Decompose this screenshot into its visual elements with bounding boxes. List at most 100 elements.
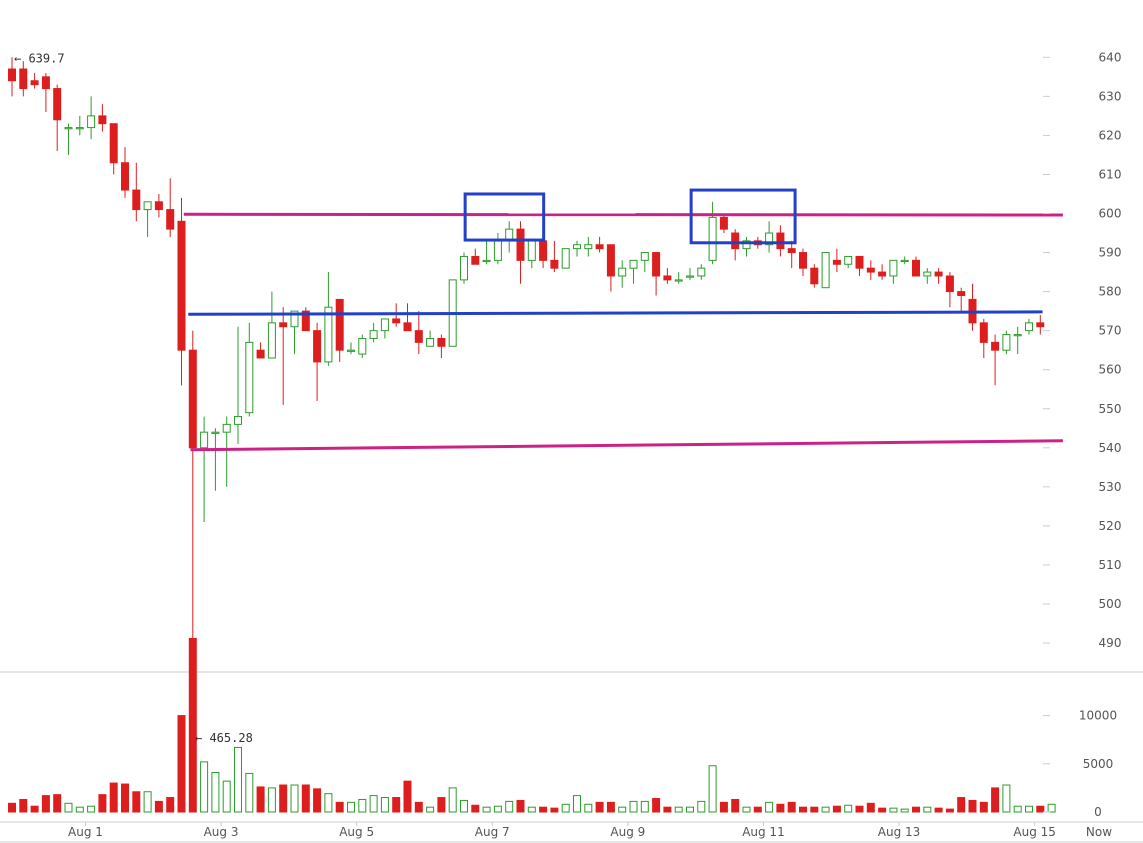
high-price-annotation: ← 639.7: [14, 51, 65, 65]
candle: [629, 259, 638, 284]
volume-bar: [527, 806, 536, 813]
price-tick-label: 520: [1099, 519, 1122, 533]
candle-body-down: [437, 337, 446, 347]
volume-bar: [75, 806, 84, 813]
candle-body-up: [708, 216, 717, 261]
candle: [584, 236, 593, 257]
candle: [53, 84, 62, 152]
price-tick-label: 600: [1099, 207, 1122, 221]
candle-body-up: [245, 341, 254, 414]
candle-body-down: [8, 68, 16, 82]
volume-bar: [606, 801, 615, 813]
volume-bar: [991, 787, 1000, 813]
candle: [482, 240, 491, 265]
candle-body-down: [787, 248, 796, 254]
volume-bars: [8, 637, 1056, 813]
candle: [335, 298, 344, 362]
volume-bar: [618, 806, 627, 813]
volume-bar: [437, 797, 446, 813]
volume-bar: [448, 787, 457, 813]
candle-body-down: [595, 244, 604, 250]
candle: [188, 330, 197, 753]
candle-body-down: [799, 252, 807, 269]
volume-bar: [324, 793, 333, 813]
volume-bar: [584, 803, 593, 813]
candle: [652, 252, 661, 296]
candle: [98, 104, 107, 132]
candle-body-up: [697, 267, 706, 277]
candle: [719, 213, 728, 234]
candle-body-up: [347, 349, 355, 352]
highlight-box: [463, 192, 546, 242]
price-tick-label: 560: [1099, 363, 1122, 377]
volume-bar: [460, 799, 468, 813]
candle-body-up: [584, 244, 593, 250]
volume-tick-label: 10000: [1079, 709, 1117, 723]
candle-body-down: [731, 232, 740, 250]
volume-bar: [573, 795, 581, 813]
candle: [234, 326, 242, 444]
volume-bar: [245, 772, 254, 813]
volume-bar: [177, 715, 186, 813]
candle: [460, 252, 468, 284]
candle-body-up: [686, 275, 694, 278]
candle: [301, 307, 310, 332]
volume-bar: [855, 805, 864, 813]
volume-bar: [380, 797, 389, 813]
candle-body-up: [742, 240, 751, 250]
candle-body-up: [200, 431, 209, 449]
candle: [878, 264, 887, 280]
candle: [1002, 330, 1011, 355]
volume-bar: [640, 800, 649, 813]
low-price-annotation: ← 465.28: [195, 731, 253, 745]
candle-body-up: [493, 240, 502, 261]
candle-body-down: [154, 201, 163, 211]
chart-frame: [0, 671, 1143, 843]
volume-bar: [799, 806, 807, 813]
volume-bar: [663, 806, 672, 813]
volume-bar: [426, 806, 435, 813]
candle-body-down: [132, 189, 141, 211]
price-tick-label: 550: [1099, 402, 1122, 416]
volume-bar: [686, 806, 694, 813]
x-tick-label: Aug 13: [878, 825, 921, 839]
candle-body-up: [234, 416, 242, 425]
volume-bar: [471, 804, 480, 813]
candle-body-down: [471, 255, 480, 265]
candle-body-up: [640, 252, 649, 261]
x-tick-label: Aug 11: [742, 825, 785, 839]
candle-body-up: [222, 423, 231, 433]
volume-bar: [708, 765, 717, 813]
candle-body-down: [945, 275, 954, 293]
volume-bar: [482, 806, 491, 813]
candle: [87, 96, 96, 140]
x-tick-label: Aug 1: [68, 825, 103, 839]
candle-body-up: [460, 255, 468, 281]
volume-bar: [392, 797, 401, 813]
volume-bar: [979, 801, 988, 813]
candle: [414, 311, 423, 355]
axis-labels: 640 630 620 610 600 590 580 570 560 550 540 530 520 5…: [68, 50, 1121, 839]
candle-body-down: [335, 298, 344, 351]
candle: [256, 342, 265, 359]
candle-body-up: [1025, 322, 1033, 332]
volume-bar: [143, 791, 152, 813]
candle: [30, 72, 39, 89]
volume-bar: [493, 805, 502, 813]
volume-bar: [674, 806, 683, 813]
candle-body-up: [380, 318, 389, 332]
candle: [991, 334, 1000, 386]
trend-line: [188, 310, 1043, 316]
volume-tick-label: 0: [1094, 805, 1102, 819]
volume-bar: [821, 806, 830, 813]
candle-body-up: [426, 337, 435, 347]
candle: [64, 123, 73, 155]
candle: [889, 259, 898, 284]
candle: [1036, 315, 1045, 335]
candle: [132, 162, 141, 222]
candle: [109, 123, 118, 175]
candle-body-down: [663, 275, 672, 281]
candle: [640, 252, 649, 273]
candle: [527, 240, 536, 269]
